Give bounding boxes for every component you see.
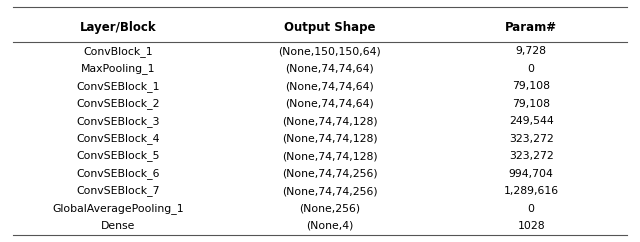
Text: (None,74,74,64): (None,74,74,64) [285, 98, 374, 109]
Text: 1028: 1028 [517, 221, 545, 231]
Text: 1,289,616: 1,289,616 [504, 186, 559, 196]
Text: 79,108: 79,108 [512, 98, 550, 109]
Text: Layer/Block: Layer/Block [80, 21, 157, 34]
Text: (None,74,74,256): (None,74,74,256) [282, 186, 378, 196]
Text: (None,74,74,64): (None,74,74,64) [285, 81, 374, 91]
Text: 9,728: 9,728 [516, 46, 547, 56]
Text: Output Shape: Output Shape [284, 21, 375, 34]
Text: Dense: Dense [101, 221, 136, 231]
Text: 0: 0 [528, 204, 534, 213]
Text: 79,108: 79,108 [512, 81, 550, 91]
Text: (None,4): (None,4) [306, 221, 353, 231]
Text: ConvSEBlock_2: ConvSEBlock_2 [77, 98, 160, 109]
Text: MaxPooling_1: MaxPooling_1 [81, 63, 156, 74]
Text: (None,74,74,128): (None,74,74,128) [282, 116, 378, 126]
Text: ConvSEBlock_6: ConvSEBlock_6 [77, 168, 160, 179]
Text: ConvSEBlock_3: ConvSEBlock_3 [77, 116, 160, 127]
Text: ConvBlock_1: ConvBlock_1 [84, 46, 153, 57]
Text: GlobalAveragePooling_1: GlobalAveragePooling_1 [52, 203, 184, 214]
Text: Param#: Param# [505, 21, 557, 34]
Text: (None,74,74,128): (None,74,74,128) [282, 151, 378, 161]
Text: (None,74,74,256): (None,74,74,256) [282, 168, 378, 179]
Text: 249,544: 249,544 [509, 116, 554, 126]
Text: ConvSEBlock_5: ConvSEBlock_5 [77, 151, 160, 161]
Text: ConvSEBlock_7: ConvSEBlock_7 [77, 186, 160, 197]
Text: (None,256): (None,256) [299, 204, 360, 213]
Text: (None,74,74,64): (None,74,74,64) [285, 64, 374, 74]
Text: ConvSEBlock_1: ConvSEBlock_1 [77, 81, 160, 91]
Text: 994,704: 994,704 [509, 168, 554, 179]
Text: 0: 0 [528, 64, 534, 74]
Text: ConvSEBlock_4: ConvSEBlock_4 [77, 133, 160, 144]
Text: 323,272: 323,272 [509, 134, 554, 144]
Text: (None,74,74,128): (None,74,74,128) [282, 134, 378, 144]
Text: (None,150,150,64): (None,150,150,64) [278, 46, 381, 56]
Text: 323,272: 323,272 [509, 151, 554, 161]
